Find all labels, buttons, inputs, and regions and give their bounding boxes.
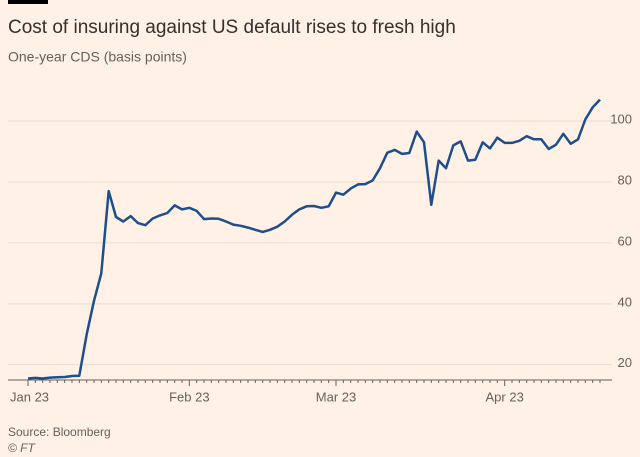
y-tick-label: 20 (618, 355, 632, 370)
y-tick-label: 60 (618, 233, 632, 248)
cds-line (27, 98, 601, 380)
y-tick-label: 100 (610, 111, 632, 126)
x-tick-label: Feb 23 (169, 389, 209, 404)
ft-bar (8, 0, 48, 4)
y-tick-label: 80 (618, 172, 632, 187)
source: Source: Bloomberg (8, 425, 111, 439)
y-tick-label: 40 (618, 294, 632, 309)
x-tick-label: Mar 23 (316, 389, 356, 404)
chart-title: Cost of insuring against US default rise… (8, 17, 456, 38)
credit: © FT (8, 441, 37, 455)
x-tick-label: Jan 23 (10, 389, 49, 404)
chart-subtitle: One-year CDS (basis points) (8, 49, 187, 65)
x-tick-label: Apr 23 (486, 389, 524, 404)
